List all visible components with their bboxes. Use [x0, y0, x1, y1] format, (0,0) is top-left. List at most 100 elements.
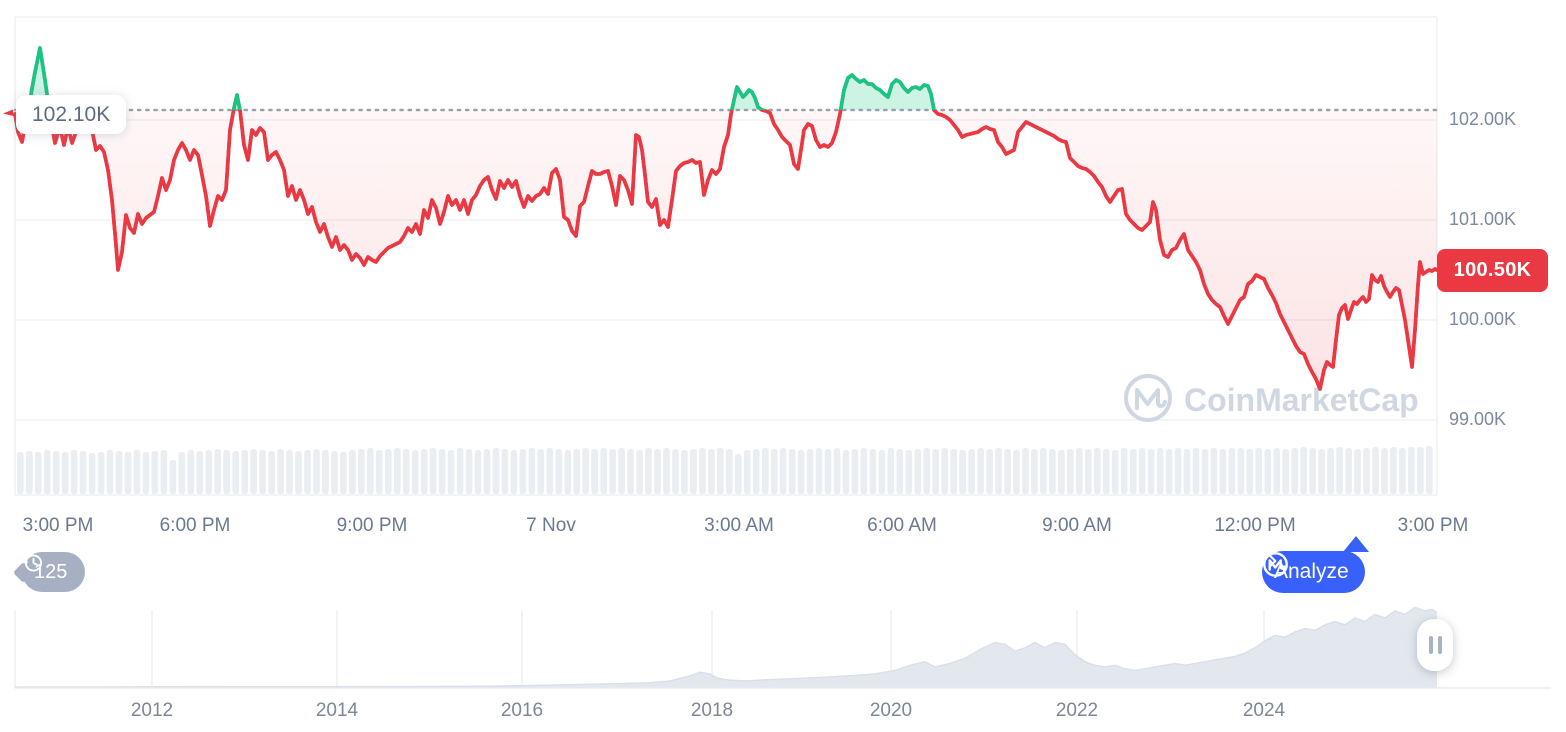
- volume-bar: [61, 452, 69, 494]
- volume-bars: [17, 446, 1433, 494]
- price-line-above-baseline: [26, 46, 937, 110]
- analyze-button[interactable]: Analyze: [1262, 551, 1365, 593]
- volume-bar: [142, 452, 150, 494]
- volume-bar: [779, 448, 787, 494]
- volume-bar: [546, 448, 554, 494]
- x-axis-label: 3:00 PM: [1397, 515, 1469, 536]
- x-axis-label: 9:00 PM: [336, 515, 408, 536]
- volume-bar: [70, 450, 78, 494]
- volume-bar: [88, 453, 96, 494]
- volume-bar: [609, 449, 616, 494]
- volume-bar: [411, 450, 419, 494]
- coinmarketcap-logo-icon: [1124, 374, 1172, 422]
- volume-bar: [1291, 448, 1298, 494]
- volume-bar: [178, 452, 186, 494]
- volume-bar: [1228, 448, 1236, 494]
- volume-bar: [519, 449, 527, 494]
- volume-bar: [241, 450, 248, 494]
- volume-bar: [1156, 448, 1164, 494]
- volume-bar: [842, 450, 850, 494]
- volume-bar: [717, 448, 724, 494]
- volume-bar: [726, 449, 733, 494]
- volume-bar: [806, 449, 814, 494]
- volume-bar: [456, 448, 464, 494]
- volume-bar: [555, 449, 563, 494]
- loss-area-fill: [15, 110, 1437, 389]
- coinmarketcap-logo-icon: [1263, 552, 1288, 577]
- volume-bar: [1004, 449, 1011, 494]
- volume-bar: [600, 448, 607, 494]
- volume-bar: [986, 449, 993, 494]
- volume-bar: [250, 449, 257, 494]
- volume-bar: [645, 448, 652, 494]
- volume-bar: [474, 450, 482, 494]
- timeline-area-edge: [14, 606, 1438, 688]
- volume-bar: [169, 460, 177, 494]
- volume-bar: [1049, 449, 1056, 494]
- volume-bar: [743, 450, 751, 494]
- volume-bar: [851, 449, 859, 494]
- history-clock-icon: [23, 554, 43, 572]
- volume-bar: [1390, 447, 1397, 494]
- timeline-gridlines: [14, 610, 1265, 688]
- volume-bar: [672, 449, 679, 494]
- timeline-area-chart[interactable]: [15, 607, 1437, 689]
- x-axis-label: 7 Nov: [526, 515, 576, 536]
- handle-grip-bar: [1437, 636, 1442, 654]
- volume-bar: [636, 450, 643, 494]
- previous-close-tick-marker: [3, 109, 14, 116]
- volume-bar: [1426, 446, 1433, 494]
- volume-bar: [295, 451, 302, 494]
- volume-bar: [1040, 448, 1047, 494]
- volume-bar: [860, 448, 868, 494]
- volume-bar: [968, 449, 975, 494]
- x-axis-label: 12:00 PM: [1214, 515, 1296, 536]
- volume-bar: [932, 449, 939, 494]
- volume-bar: [752, 449, 760, 494]
- volume-bar: [501, 449, 509, 494]
- volume-bar: [1381, 448, 1388, 494]
- volume-bar: [304, 450, 311, 494]
- volume-bar: [17, 452, 24, 494]
- timeline-year-label: 2018: [690, 700, 734, 721]
- volume-bar: [1282, 449, 1289, 494]
- volume-bar: [205, 450, 213, 494]
- volume-bar: [358, 449, 365, 494]
- volume-bar: [1318, 449, 1325, 494]
- volume-bar: [1264, 449, 1272, 494]
- y-axis-label: 99.00K: [1449, 409, 1507, 429]
- volume-bar: [887, 448, 895, 494]
- x-axis-label: 3:00 PM: [22, 515, 94, 536]
- volume-bar: [420, 449, 428, 494]
- volume-bar: [367, 448, 374, 494]
- volume-bar: [393, 448, 401, 494]
- volume-bar: [654, 449, 661, 494]
- volume-bar: [663, 448, 670, 494]
- timeline-year-label: 2020: [869, 700, 913, 721]
- current-price-badge: 100.50K: [1437, 248, 1548, 292]
- analyze-label: Analyze: [1274, 560, 1349, 583]
- volume-bar: [1201, 449, 1209, 494]
- volume-bar: [1022, 448, 1029, 494]
- volume-bar: [115, 451, 123, 494]
- volume-bar: [1031, 449, 1038, 494]
- volume-bar: [950, 449, 957, 494]
- volume-bar: [52, 451, 60, 494]
- timeline-range-handle[interactable]: [1417, 619, 1453, 671]
- volume-bar: [1327, 448, 1334, 494]
- volume-bar: [690, 449, 697, 494]
- x-axis-label: 9:00 AM: [1042, 515, 1112, 536]
- volume-bar: [1210, 448, 1218, 494]
- volume-bar: [681, 450, 688, 494]
- x-axis-label: 3:00 AM: [704, 515, 774, 536]
- volume-bar: [313, 449, 320, 494]
- volume-bar: [322, 450, 329, 494]
- volume-bar: [268, 451, 275, 494]
- volume-bar: [1111, 450, 1119, 494]
- history-badge[interactable]: 125: [22, 552, 86, 592]
- volume-bar: [106, 450, 114, 494]
- volume-bar: [277, 449, 284, 494]
- volume-bar: [133, 450, 141, 494]
